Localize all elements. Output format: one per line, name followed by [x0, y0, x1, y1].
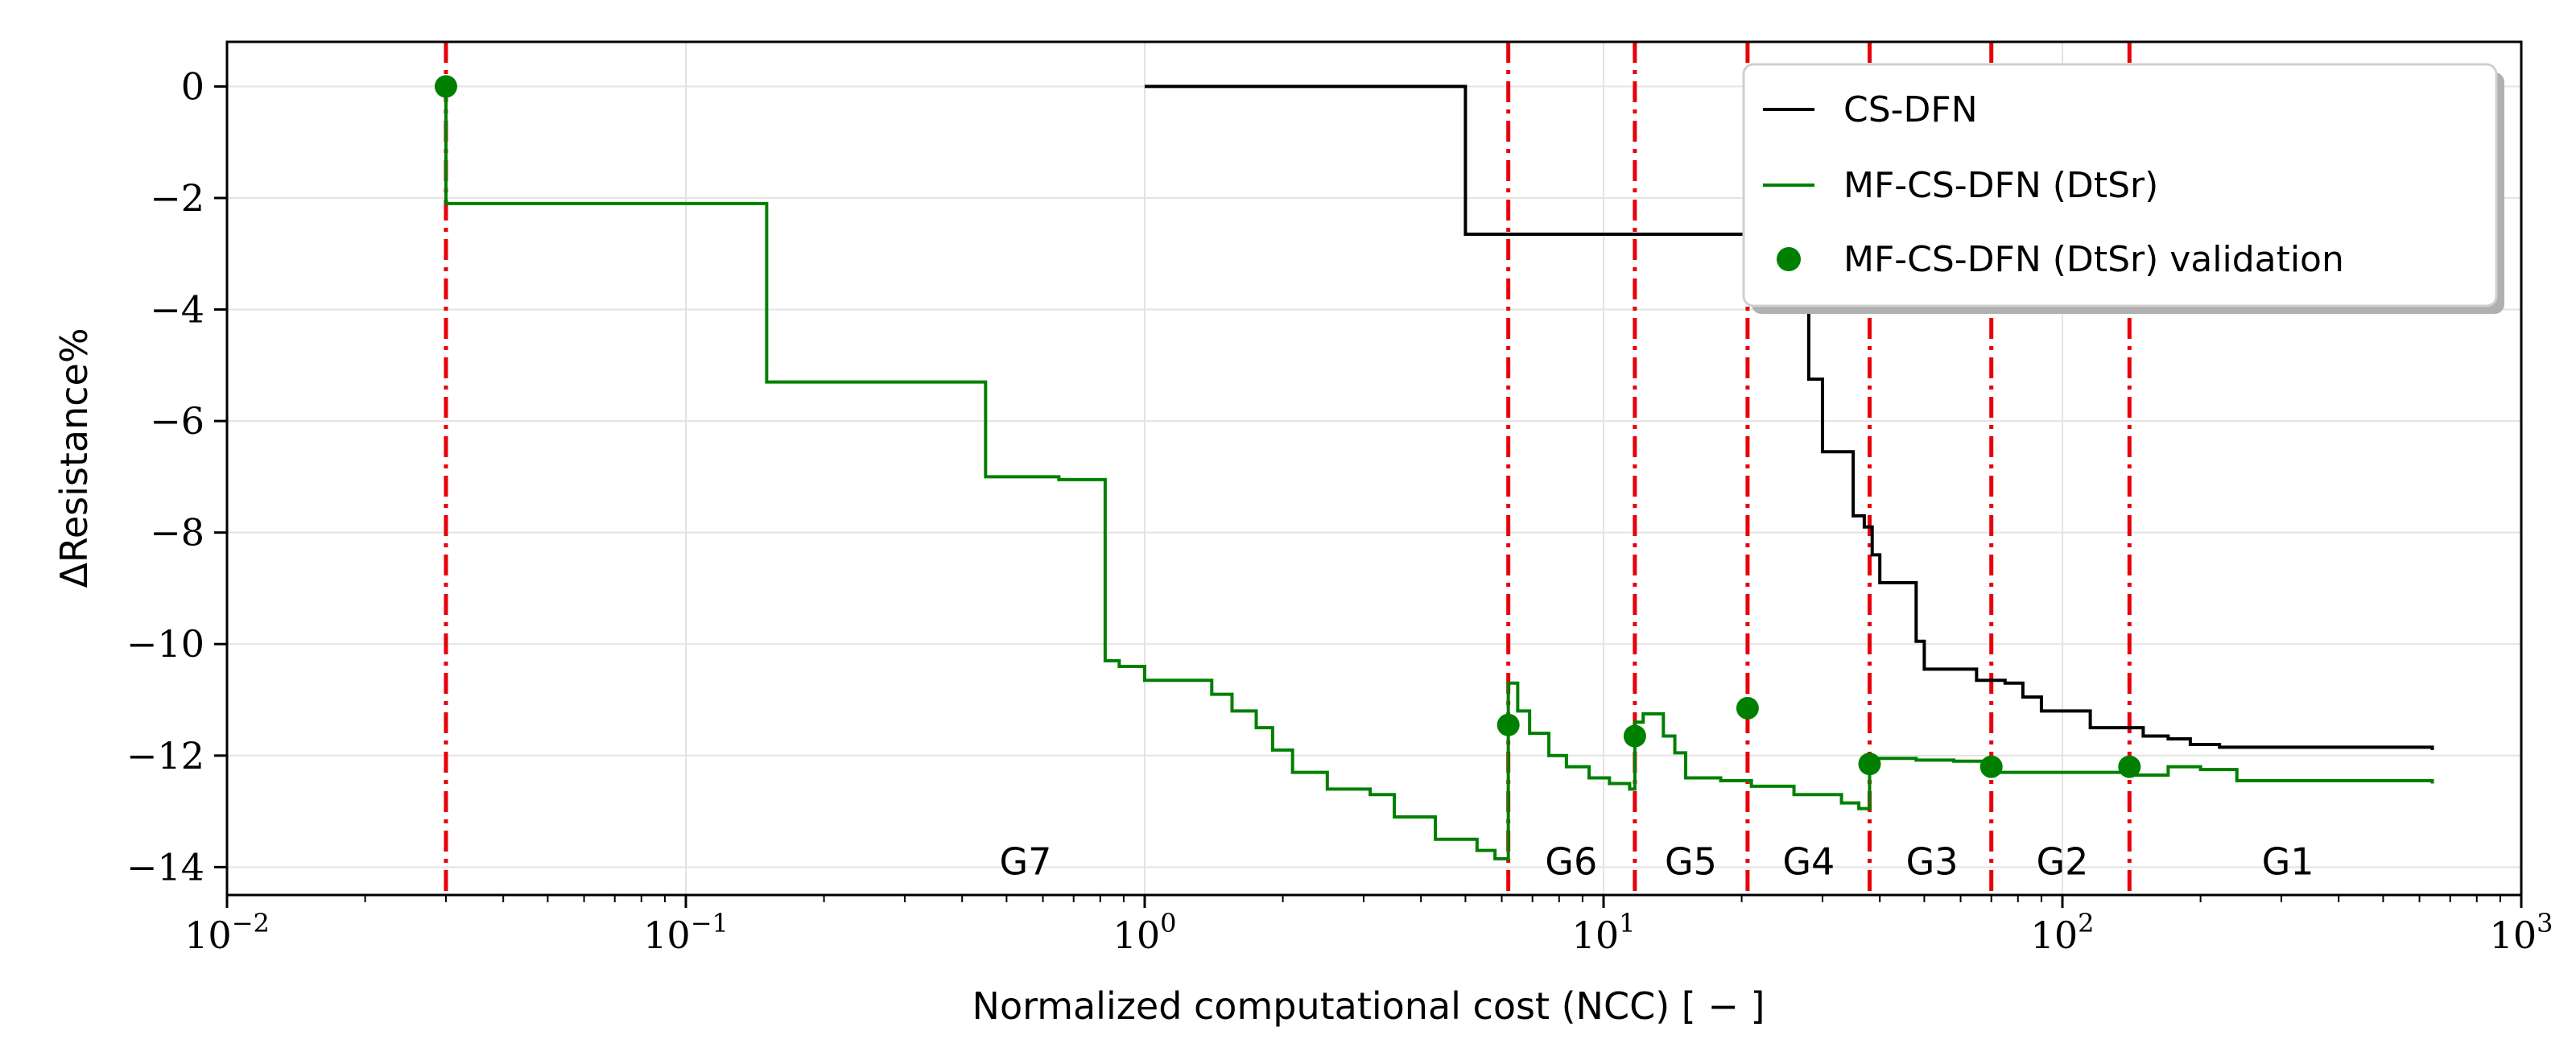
validation-point [1496, 713, 1520, 736]
series-cs-dfn-line [1145, 85, 2434, 750]
region-label-g7: G7 [1000, 839, 1052, 883]
y-axis-ticks: 0 −2 −4 −6 −8 −10 −12 −14 [126, 64, 227, 889]
y-tick-label: 0 [181, 64, 204, 108]
region-labels: G7 G6 G5 G4 G3 G2 G1 [1000, 839, 2314, 883]
y-tick-label: −14 [126, 845, 204, 889]
validation-point [1858, 753, 1881, 776]
validation-points [434, 75, 2141, 778]
x-tick-label: 10−1 [643, 908, 729, 957]
legend-swatch-validation [1777, 247, 1801, 271]
legend-box [1742, 63, 2498, 307]
y-tick-label: −8 [150, 511, 204, 555]
y-tick-label: −4 [150, 288, 204, 332]
region-label-g6: G6 [1545, 839, 1597, 883]
x-axis-ticks: 10−2 10−1 100 101 102 103 [184, 895, 2553, 957]
y-axis-title: ΔResistance% [52, 328, 96, 588]
legend-label-cs-dfn: CS-DFN [1843, 89, 1978, 130]
region-label-g5: G5 [1665, 839, 1717, 883]
legend-label-mf-cs-dfn: MF-CS-DFN (DtSr) [1843, 165, 2158, 206]
series-lines [444, 85, 2434, 860]
legend: CS-DFN MF-CS-DFN (DtSr) MF-CS-DFN (DtSr)… [1742, 63, 2504, 314]
plot-area [434, 42, 2434, 895]
region-label-g3: G3 [1906, 839, 1959, 883]
validation-point [1979, 755, 2003, 778]
y-tick-label: −10 [126, 622, 204, 666]
y-tick-label: −2 [150, 176, 204, 220]
x-tick-label: 10−2 [184, 908, 270, 957]
region-label-g1: G1 [2262, 839, 2314, 883]
validation-point [2118, 755, 2141, 778]
legend-label-validation: MF-CS-DFN (DtSr) validation [1843, 239, 2344, 280]
validation-point [1736, 696, 1759, 720]
region-label-g4: G4 [1782, 839, 1835, 883]
y-tick-label: −12 [126, 734, 204, 777]
axes-frame [225, 40, 2523, 897]
x-axis-title: Normalized computational cost (NCC) [ − … [972, 984, 1765, 1028]
region-label-g2: G2 [2037, 839, 2089, 883]
series-mf-cs-dfn-dtsr-line [444, 86, 2434, 860]
x-tick-label: 101 [1572, 908, 1636, 957]
validation-point [1623, 724, 1646, 748]
y-tick-label: −6 [150, 399, 204, 443]
x-tick-label: 102 [2031, 908, 2095, 957]
x-tick-label: 103 [2490, 908, 2553, 957]
validation-point [434, 75, 457, 98]
x-tick-label: 100 [1113, 908, 1177, 957]
